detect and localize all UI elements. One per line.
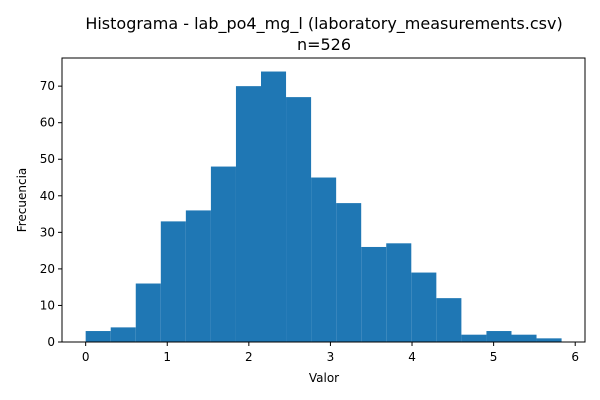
y-tick-label: 40 bbox=[40, 189, 55, 203]
x-tick-label: 0 bbox=[82, 350, 90, 364]
y-tick-label: 60 bbox=[40, 116, 55, 130]
x-axis-label: Valor bbox=[309, 371, 339, 385]
histogram-bar bbox=[336, 203, 362, 342]
y-tick-label: 70 bbox=[40, 79, 55, 93]
x-tick-label: 1 bbox=[163, 350, 171, 364]
histogram-bar bbox=[411, 272, 437, 342]
histogram-bar bbox=[110, 327, 136, 342]
histogram-bar bbox=[85, 331, 111, 342]
histogram-bar bbox=[160, 221, 186, 342]
y-tick-label: 30 bbox=[40, 225, 55, 239]
chart-title: Histograma - lab_po4_mg_l (laboratory_me… bbox=[85, 14, 562, 34]
y-tick-label: 10 bbox=[40, 298, 55, 312]
histogram-bar bbox=[235, 86, 262, 343]
histogram-bar bbox=[461, 334, 487, 342]
histogram-bar bbox=[386, 243, 412, 342]
histogram-bar bbox=[536, 338, 562, 342]
chart-subtitle: n=526 bbox=[297, 35, 351, 54]
x-tick-label: 3 bbox=[327, 350, 335, 364]
histogram-bar bbox=[135, 283, 161, 342]
histogram-bar bbox=[511, 334, 537, 342]
histogram-bar bbox=[361, 246, 387, 342]
histogram-bar bbox=[210, 166, 236, 342]
histogram-bar bbox=[261, 71, 287, 343]
histogram-bar bbox=[436, 298, 462, 342]
y-tick-label: 0 bbox=[47, 335, 55, 349]
plot-frame bbox=[61, 57, 586, 343]
histogram-bar bbox=[185, 210, 211, 342]
x-tick-label: 5 bbox=[490, 350, 498, 364]
y-axis-label: Frecuencia bbox=[15, 168, 29, 233]
bars-group bbox=[85, 71, 562, 343]
histogram-bar bbox=[286, 97, 312, 342]
x-tick-label: 2 bbox=[245, 350, 253, 364]
histogram-bar bbox=[311, 177, 337, 342]
x-tick-label: 6 bbox=[571, 350, 579, 364]
y-tick-label: 20 bbox=[40, 262, 55, 276]
y-tick-label: 50 bbox=[40, 152, 55, 166]
x-tick-label: 4 bbox=[408, 350, 416, 364]
x-axis-ticks: 0 1 2 3 4 5 6 bbox=[82, 342, 579, 364]
y-axis-ticks: 0 10 20 30 40 50 60 70 bbox=[40, 79, 62, 349]
histogram-bar bbox=[486, 331, 512, 342]
